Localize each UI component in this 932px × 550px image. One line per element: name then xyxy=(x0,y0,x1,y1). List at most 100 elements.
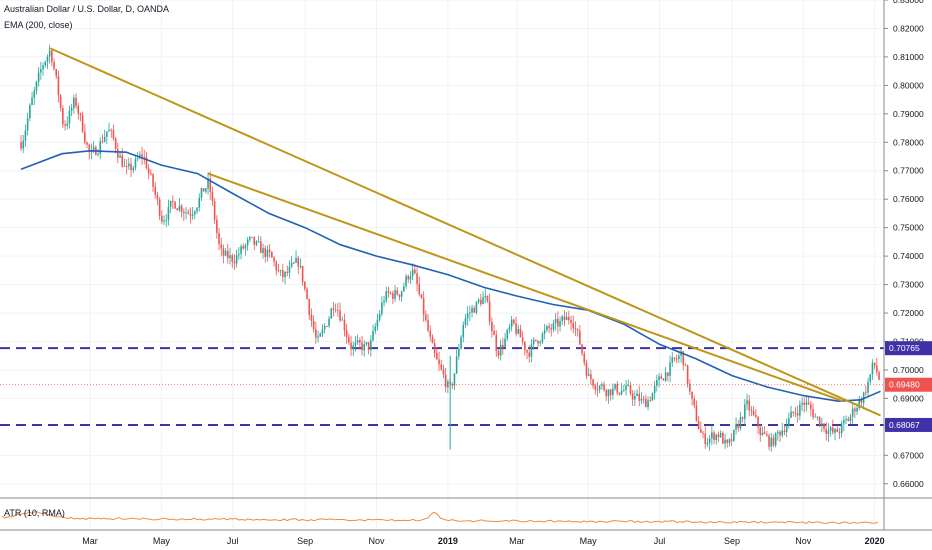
candle-body xyxy=(601,384,603,387)
candle-body xyxy=(453,373,456,386)
candle-body xyxy=(856,407,858,412)
candle-body xyxy=(638,393,641,401)
candle-body xyxy=(308,299,311,315)
candle-body xyxy=(825,429,828,434)
candle-body xyxy=(103,136,106,142)
candle-body xyxy=(471,307,473,313)
candle-body xyxy=(365,342,368,344)
candle-body xyxy=(607,389,610,397)
x-tick-label: Sep xyxy=(297,536,313,546)
candle-body xyxy=(502,344,504,348)
candle-body xyxy=(396,290,399,295)
candle-body xyxy=(827,430,830,434)
candle-body xyxy=(387,291,390,293)
candle-body xyxy=(178,205,181,211)
candle-body xyxy=(816,416,819,418)
candle-body xyxy=(330,308,333,319)
candle-body xyxy=(858,399,861,408)
candle-body xyxy=(339,310,341,321)
candle-body xyxy=(372,331,374,341)
x-tick-label: Jul xyxy=(227,536,239,546)
x-tick-label: Mar xyxy=(509,536,525,546)
candle-body xyxy=(26,118,29,131)
candle-body xyxy=(277,270,280,272)
candle-body xyxy=(702,432,704,434)
y-tick-label: 0.80000 xyxy=(893,80,924,90)
candle-body xyxy=(557,318,559,327)
candle-body xyxy=(176,208,179,211)
candle-body xyxy=(722,432,724,444)
indicator-label: EMA (200, close) xyxy=(4,20,73,30)
candle-body xyxy=(867,381,869,393)
level-price-tag xyxy=(885,341,932,356)
candle-body xyxy=(609,389,612,396)
candle-body xyxy=(240,246,242,254)
grid-lines xyxy=(0,0,884,530)
candle-body xyxy=(783,430,786,433)
candle-body xyxy=(724,439,726,444)
candle-body xyxy=(493,330,495,336)
candle-body xyxy=(407,276,410,280)
candle-body xyxy=(854,408,856,412)
trendline xyxy=(207,172,844,403)
candle-body xyxy=(634,396,636,400)
candle-body xyxy=(651,393,654,401)
y-tick-label: 0.73000 xyxy=(893,280,924,290)
candle-body xyxy=(693,398,696,406)
y-tick-label: 0.79000 xyxy=(893,109,924,119)
candle-body xyxy=(748,400,751,411)
candle-body xyxy=(821,423,823,426)
candle-body xyxy=(356,340,359,343)
candle-body xyxy=(134,158,137,168)
candle-body xyxy=(774,433,777,446)
candle-body xyxy=(682,351,685,365)
candle-body xyxy=(224,250,227,256)
candle-body xyxy=(662,378,665,381)
candle-body xyxy=(196,207,198,212)
candle-body xyxy=(537,340,539,344)
y-tick-label: 0.76000 xyxy=(893,194,924,204)
x-tick-label: Nov xyxy=(369,536,386,546)
candle-body xyxy=(310,314,313,321)
candle-body xyxy=(645,398,647,408)
candle-body xyxy=(528,352,531,357)
trendlines[interactable] xyxy=(49,47,881,417)
candle-body xyxy=(79,113,82,115)
candle-body xyxy=(838,431,841,434)
candle-body xyxy=(139,154,141,158)
candle-body xyxy=(268,249,271,252)
candle-body xyxy=(455,356,458,374)
candle-body xyxy=(704,433,707,445)
candle-body xyxy=(781,430,784,436)
candle-body xyxy=(832,427,834,433)
candle-body xyxy=(757,416,759,428)
y-tick-label: 0.78000 xyxy=(893,137,924,147)
candle-body xyxy=(495,335,498,351)
candle-body xyxy=(418,284,421,295)
candle-body xyxy=(801,402,803,405)
candle-body xyxy=(150,173,152,175)
candle-body xyxy=(730,439,733,441)
candle-body xyxy=(579,330,581,345)
candle-body xyxy=(488,301,491,322)
candle-body xyxy=(64,124,66,126)
candle-body xyxy=(400,291,403,297)
candle-body xyxy=(251,236,253,238)
candle-body xyxy=(55,69,58,77)
candle-body xyxy=(117,148,119,158)
candle-body xyxy=(312,320,315,330)
candle-body xyxy=(213,201,216,220)
candle-body xyxy=(554,318,557,324)
candle-body xyxy=(598,386,601,390)
candle-body xyxy=(35,81,38,91)
candle-body xyxy=(125,166,128,167)
candle-body xyxy=(755,414,757,417)
candle-body xyxy=(48,50,51,57)
candle-body xyxy=(464,318,467,325)
candle-body xyxy=(299,266,302,267)
candle-body xyxy=(799,404,801,416)
candle-body xyxy=(154,186,157,195)
candle-body xyxy=(414,269,416,274)
candle-body xyxy=(603,384,605,391)
